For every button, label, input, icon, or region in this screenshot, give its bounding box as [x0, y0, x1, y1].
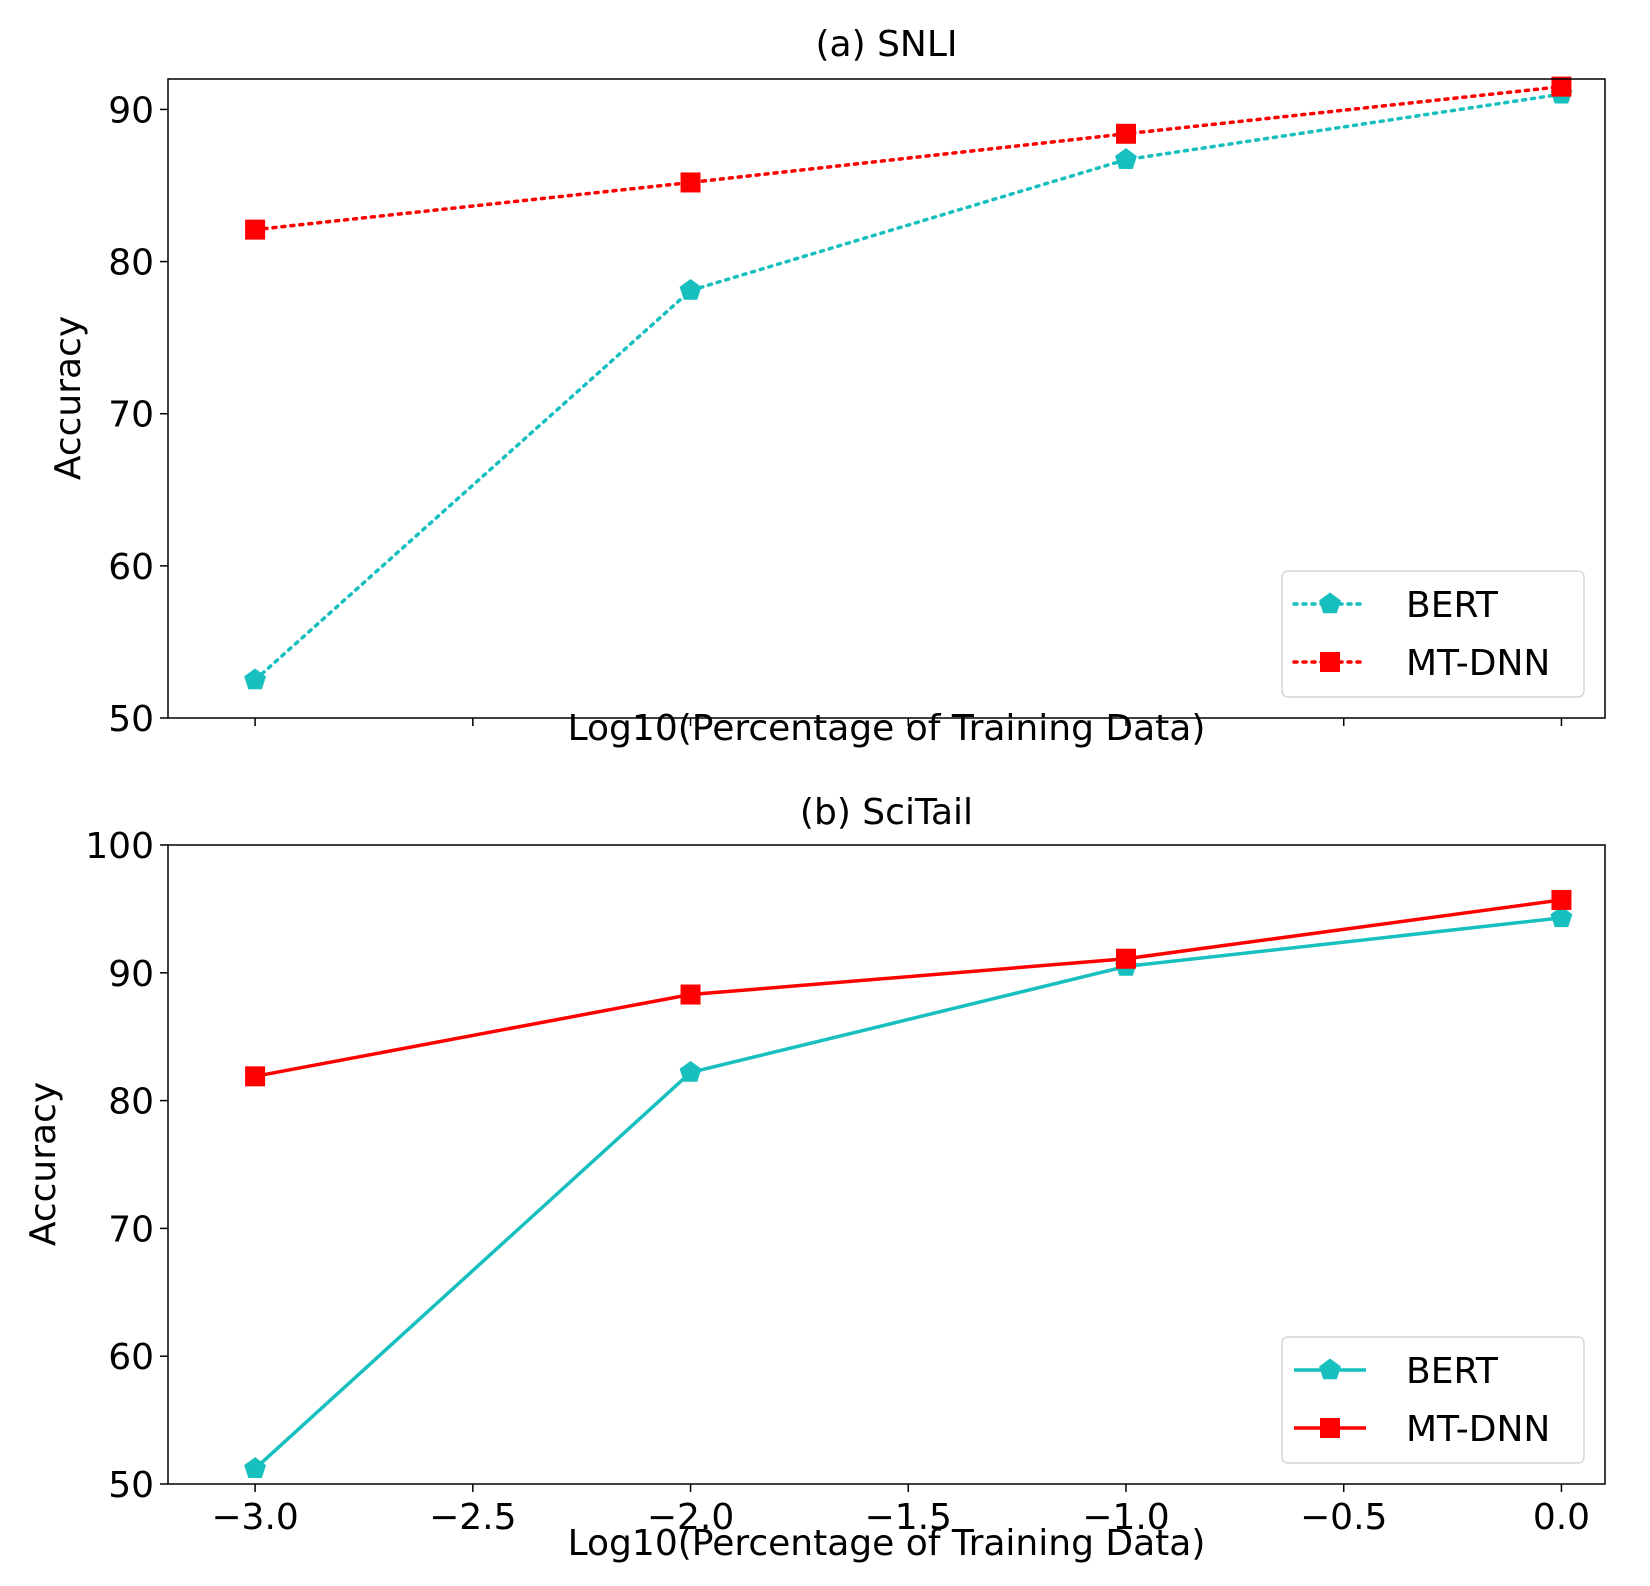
series-line [253, 916, 1562, 1470]
y-tick-label: 60 [108, 1337, 154, 1378]
x-tick-label: −0.5 [1300, 1497, 1387, 1538]
data-point [244, 1457, 267, 1478]
legend-marker [1320, 652, 1340, 672]
chart-title: (a) SNLI [815, 24, 957, 65]
data-point [679, 1060, 702, 1082]
series-line [254, 898, 1562, 1079]
y-tick-label: 100 [85, 826, 154, 867]
plot-frame [167, 78, 1606, 719]
legend: BERT MT-DNN [1281, 1336, 1585, 1464]
series-mt-dnn [245, 889, 1572, 1087]
data-point [1116, 948, 1136, 969]
data-point [1550, 906, 1573, 928]
x-tick-label: 0.0 [1533, 1497, 1590, 1538]
y-tick-label: 90 [108, 954, 154, 995]
legend-label: MT-DNN [1406, 643, 1550, 684]
data-point [680, 984, 701, 1005]
chart-panel-1: (a) SNLI 50 60 70 80 90 Log10(Percentage of Tr… [48, 24, 1606, 749]
x-tick-label: −2.0 [647, 1497, 734, 1538]
y-tick-label: 50 [108, 699, 154, 740]
chart-panel-2: (b) SciTail 50 60 70 80 90 100 −3.0 −2.5 −2.0 −1.5… [23, 792, 1606, 1564]
data-point [679, 278, 702, 300]
y-tick-label: 80 [108, 1082, 154, 1123]
y-tick-label: 70 [108, 1209, 154, 1250]
data-point [245, 1066, 266, 1087]
data-point [1551, 889, 1572, 910]
y-tick-label: 50 [108, 1465, 154, 1506]
y-tick-label: 60 [108, 547, 154, 588]
series-line [253, 84, 1564, 232]
data-point [1115, 148, 1137, 169]
series-mt-dnn [245, 76, 1572, 240]
legend: BERT MT-DNN [1281, 570, 1585, 698]
chart-title: (b) SciTail [800, 792, 973, 833]
x-axis-label: Log10(Percentage of Training Data) [568, 1523, 1206, 1564]
legend-marker [1320, 1418, 1340, 1438]
legend-label: BERT [1406, 585, 1499, 626]
legend-marker [1319, 1358, 1341, 1380]
data-point [1551, 76, 1572, 97]
x-tick-label: −2.5 [429, 1497, 516, 1538]
data-point [1116, 123, 1136, 144]
legend-label: BERT [1406, 1351, 1499, 1392]
y-tick-label: 90 [108, 90, 154, 131]
plot-frame [167, 844, 1606, 1485]
y-tick-label: 80 [108, 243, 154, 284]
legend-marker [1319, 592, 1341, 614]
y-axis-label: Accuracy [23, 1082, 64, 1246]
y-tick-label: 70 [108, 395, 154, 436]
x-tick-label: −1.0 [1082, 1497, 1169, 1538]
legend-label: MT-DNN [1406, 1409, 1550, 1450]
y-axis-label: Accuracy [48, 316, 89, 480]
data-point [245, 219, 266, 240]
data-point [244, 668, 267, 690]
series-line [253, 92, 1564, 682]
x-tick-label: −3.0 [211, 1497, 298, 1538]
x-axis-label: Log10(Percentage of Training Data) [568, 708, 1206, 749]
data-point [680, 172, 701, 193]
x-tick-label: −1.5 [865, 1497, 952, 1538]
